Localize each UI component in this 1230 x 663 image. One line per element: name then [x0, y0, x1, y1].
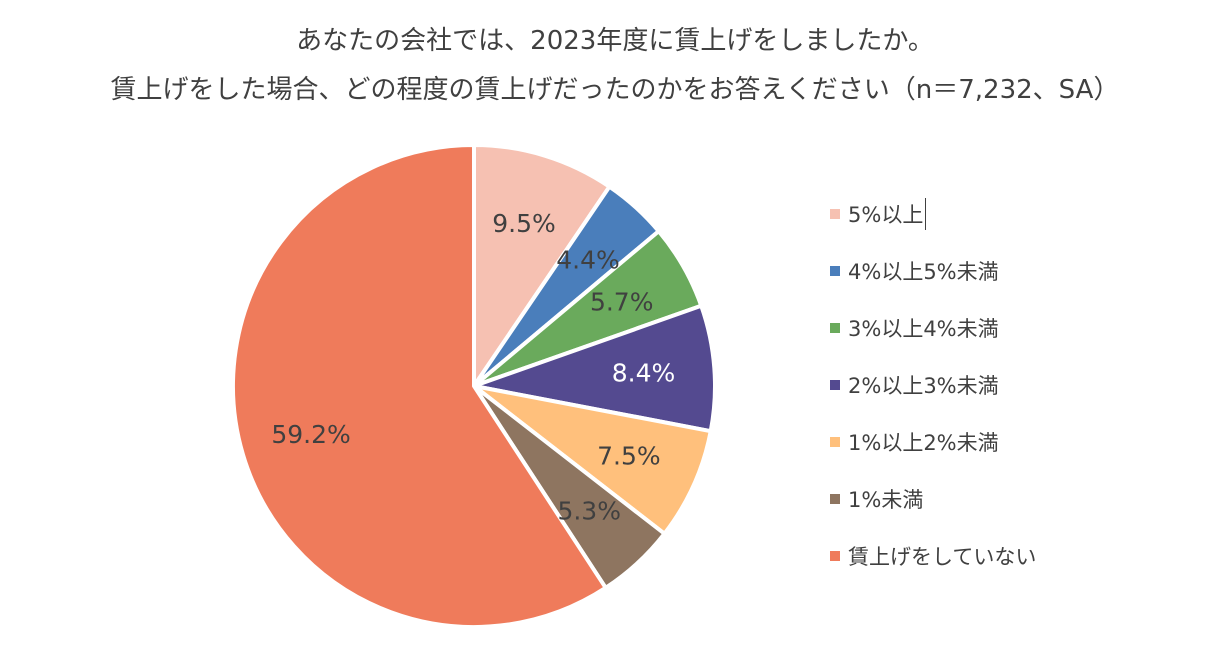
- data-label-3: 5.7%: [590, 287, 654, 316]
- legend-label: 5%以上: [848, 203, 924, 227]
- legend-item-2: 4%以上5%未満: [830, 255, 1036, 287]
- data-label-2: 4.4%: [556, 245, 620, 274]
- legend-item-5: 1%以上2%未満: [830, 426, 1036, 458]
- legend-swatch: [830, 380, 840, 390]
- legend-item-3: 3%以上4%未満: [830, 312, 1036, 344]
- legend-swatch: [830, 266, 840, 276]
- legend-label: 2%以上3%未満: [848, 374, 999, 398]
- legend-swatch: [830, 551, 840, 561]
- legend-swatch: [830, 494, 840, 504]
- legend-item-7: 賃上げをしていない: [830, 540, 1036, 572]
- legend-swatch: [830, 437, 840, 447]
- pie-slice-7: [231, 143, 608, 629]
- legend-item-1: 5%以上: [830, 198, 1036, 230]
- legend-swatch: [830, 209, 840, 219]
- legend-label: 3%以上4%未満: [848, 317, 999, 341]
- pie-slice-5: [472, 384, 713, 536]
- legend-item-6: 1%未満: [830, 483, 1036, 515]
- data-label-1: 9.5%: [492, 209, 556, 238]
- legend-label: 1%以上2%未満: [848, 431, 999, 455]
- data-label-6: 5.3%: [557, 497, 621, 526]
- legend-swatch: [830, 323, 840, 333]
- pie-slice-4: [472, 303, 717, 434]
- text-cursor: [925, 198, 927, 230]
- data-label-5: 7.5%: [597, 442, 661, 471]
- data-label-7: 59.2%: [271, 420, 350, 449]
- legend-label: 賃上げをしていない: [848, 545, 1037, 569]
- pie-slice-1: [472, 143, 612, 388]
- chart-title: あなたの会社では、2023年度に賃上げをしましたか。: [296, 26, 934, 56]
- legend-label: 4%以上5%未満: [848, 260, 999, 284]
- legend-item-4: 2%以上3%未満: [830, 369, 1036, 401]
- chart-legend: 5%以上 4%以上5%未満 3%以上4%未満 2%以上3%未満 1%以上2%未満 1%未満…: [830, 198, 1036, 597]
- legend-label: 1%未満: [848, 488, 924, 512]
- data-label-4: 8.4%: [612, 359, 676, 388]
- chart-subtitle: 賃上げをした場合、どの程度の賃上げだったのかをお答えください（n＝7,232、S…: [110, 75, 1120, 105]
